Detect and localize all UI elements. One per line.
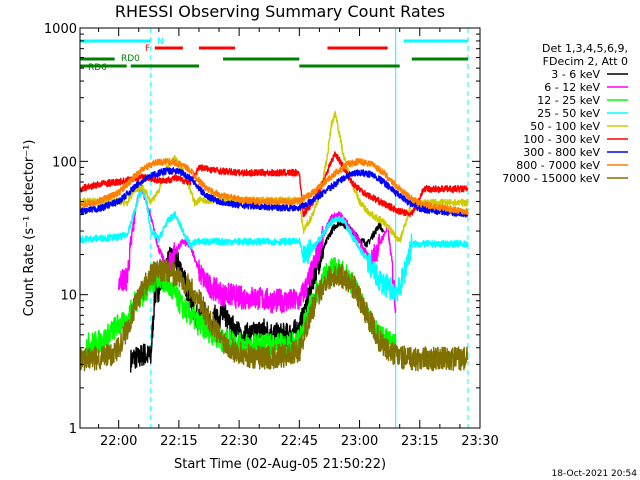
y-tick-label-3: 100 xyxy=(52,155,77,170)
x-tick-label-4: 22:45 xyxy=(281,434,318,449)
x-tick-label-7: 23:30 xyxy=(461,434,498,449)
flag-n-label: N xyxy=(157,37,164,47)
y-tick-label-4: 1000 xyxy=(44,22,77,37)
chart-title: RHESSI Observing Summary Count Rates xyxy=(115,2,445,21)
y-axis: 1 10 100 1000 xyxy=(44,22,480,437)
y-tick-label-2: 10 xyxy=(60,289,77,304)
x-axis-label: Start Time (02-Aug-05 21:50:22) xyxy=(174,457,386,472)
series-line-7 xyxy=(80,167,469,218)
legend-label-8: 800 - 7000 keV xyxy=(516,159,600,172)
x-axis: 22:00 22:15 22:30 22:45 23:00 23:15 23:30 xyxy=(98,28,499,449)
x-tick-label-6: 23:15 xyxy=(401,434,438,449)
series-line-8 xyxy=(80,157,469,216)
legend-label-2: 6 - 12 keV xyxy=(544,81,600,94)
x-tick-label-3: 22:30 xyxy=(220,434,257,449)
y-tick-label-1: 1 xyxy=(69,422,77,437)
x-tick-label-1: 22:00 xyxy=(100,434,137,449)
legend-label-9: 7000 - 15000 keV xyxy=(502,172,600,185)
y-axis-label: Count Rate (s⁻¹ detector⁻¹) xyxy=(22,140,37,317)
flag-f-label: F xyxy=(145,44,150,54)
series-line-9 xyxy=(80,258,469,372)
plot-timestamp: 18-Oct-2021 20:54 xyxy=(552,469,638,479)
legend-label-7: 300 - 800 keV xyxy=(523,146,600,159)
legend-header-1: Det 1,3,4,5,6,9, xyxy=(542,42,628,55)
legend-label-1: 3 - 6 keV xyxy=(551,68,600,81)
flag-rd6-label: RD6 xyxy=(88,63,107,73)
legend-label-5: 50 - 100 keV xyxy=(530,120,600,133)
series-group xyxy=(80,110,469,373)
legend: Det 1,3,4,5,6,9,FDecim 2, Att 03 - 6 keV… xyxy=(502,42,628,185)
flag-rd0-label: RD0 xyxy=(121,54,140,64)
legend-label-4: 25 - 50 keV xyxy=(537,107,600,120)
x-tick-label-5: 23:00 xyxy=(341,434,378,449)
legend-header-2: FDecim 2, Att 0 xyxy=(543,55,628,68)
x-tick-label-2: 22:15 xyxy=(160,434,197,449)
legend-label-6: 100 - 300 keV xyxy=(523,133,600,146)
plot-frame xyxy=(79,27,481,429)
series-line-6 xyxy=(80,151,469,218)
state-flags: NF RD0 RD6 xyxy=(80,37,468,73)
series-line-4 xyxy=(80,185,469,302)
legend-label-3: 12 - 25 keV xyxy=(537,94,600,107)
